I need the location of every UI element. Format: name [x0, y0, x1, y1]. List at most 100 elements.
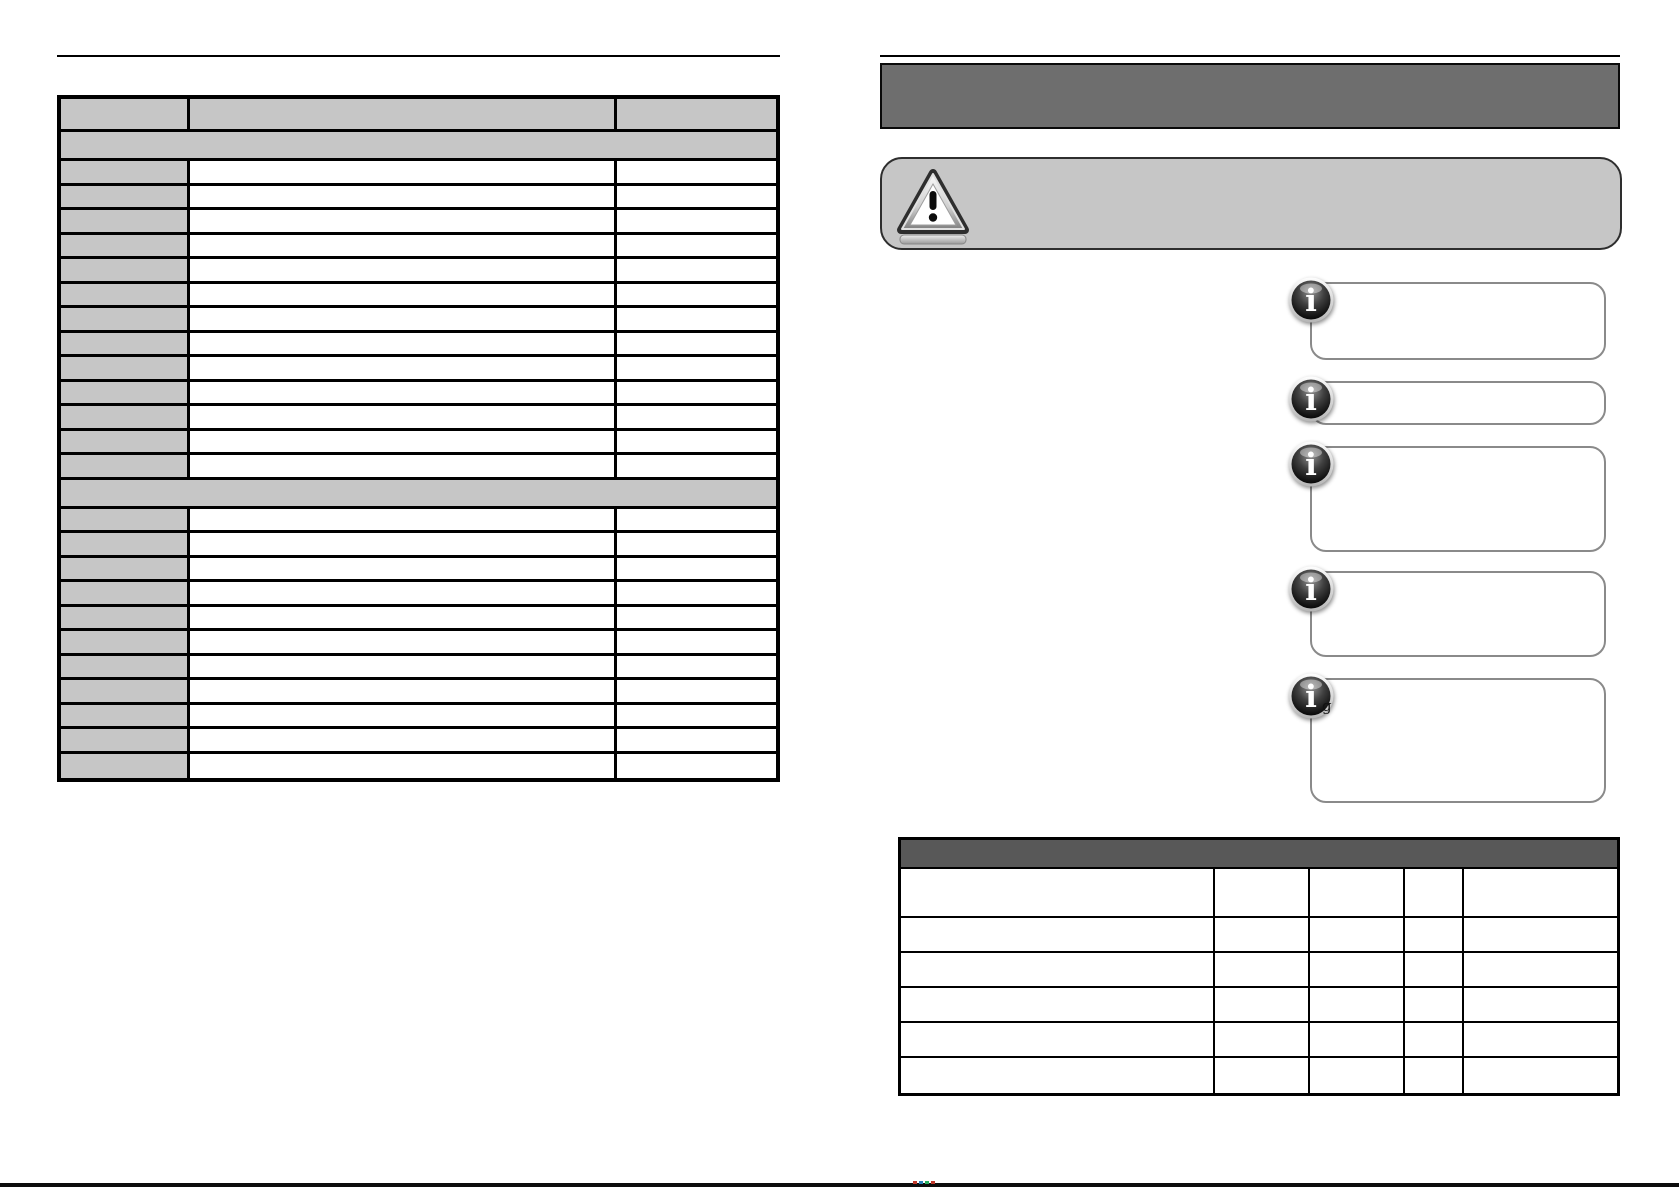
table-cell	[190, 283, 617, 305]
table-cell	[1464, 988, 1617, 1021]
page-number-mark	[919, 1181, 923, 1184]
table-cell	[1310, 1058, 1405, 1093]
table-cell	[1310, 988, 1405, 1021]
table-cell	[190, 680, 617, 702]
table-cell	[1464, 869, 1617, 916]
table-row	[61, 210, 776, 235]
page-number-mark	[925, 1181, 929, 1184]
table-cell	[901, 953, 1215, 986]
header-cell	[617, 99, 776, 129]
table-cell	[901, 1058, 1215, 1093]
table-cell	[61, 655, 190, 677]
table-cell	[617, 210, 776, 232]
section-band	[61, 479, 776, 509]
table-cell	[617, 729, 776, 751]
table-cell	[61, 582, 190, 604]
table-header-row	[61, 99, 776, 132]
table-cell	[901, 869, 1215, 916]
table-cell	[617, 631, 776, 653]
warning-box	[880, 157, 1622, 250]
info-callout: i	[1288, 376, 1606, 425]
table-cell	[1405, 1058, 1464, 1093]
info-icon: i	[1288, 277, 1334, 323]
table-row	[61, 631, 776, 656]
table-cell	[617, 259, 776, 281]
table-cell	[61, 283, 190, 305]
table-cell	[190, 357, 617, 379]
table-row	[61, 508, 776, 533]
table-cell	[617, 680, 776, 702]
page-bottom-rule	[0, 1183, 1679, 1187]
table-cell	[190, 606, 617, 628]
table-cell	[61, 729, 190, 751]
table-row	[61, 357, 776, 382]
table-cell	[61, 161, 190, 183]
table-row	[61, 455, 776, 480]
callout-text: g	[1322, 697, 1332, 715]
table-cell	[61, 185, 190, 207]
table-row	[901, 869, 1617, 918]
table-cell	[617, 406, 776, 428]
info-icon: i	[1288, 376, 1334, 422]
header-rule-right	[880, 55, 1620, 57]
table-cell	[1310, 953, 1405, 986]
table-cell	[190, 655, 617, 677]
table-row	[61, 185, 776, 210]
table-cell	[617, 753, 776, 778]
table-cell	[190, 381, 617, 403]
table-cell	[901, 918, 1215, 951]
page-number-marks	[913, 1181, 935, 1184]
table-row	[901, 1023, 1617, 1058]
table-cell	[617, 582, 776, 604]
table-row	[61, 655, 776, 680]
table-cell	[1215, 918, 1310, 951]
table-row	[61, 234, 776, 259]
table-cell	[1215, 953, 1310, 986]
callout-box	[1310, 678, 1606, 803]
table-cell	[617, 283, 776, 305]
table-cell	[61, 508, 190, 530]
table-cell	[617, 606, 776, 628]
table-row	[61, 259, 776, 284]
table-cell	[190, 753, 617, 778]
table-cell	[1405, 1023, 1464, 1056]
table-cell	[617, 381, 776, 403]
table-cell	[617, 557, 776, 579]
table-cell	[190, 508, 617, 530]
table-cell	[1464, 953, 1617, 986]
table-cell	[190, 582, 617, 604]
table-row	[61, 406, 776, 431]
table-row	[61, 430, 776, 455]
table-cell	[190, 406, 617, 428]
table-row	[61, 582, 776, 607]
table-cell	[617, 161, 776, 183]
table-row	[61, 283, 776, 308]
table-cell	[61, 631, 190, 653]
svg-text:i: i	[1305, 447, 1317, 483]
section-title-bar	[880, 63, 1620, 129]
table-row	[901, 988, 1617, 1023]
info-icon: i	[1288, 441, 1334, 487]
table-cell	[617, 704, 776, 726]
table-cell	[61, 357, 190, 379]
table-cell	[1215, 1058, 1310, 1093]
callout-box	[1310, 282, 1606, 360]
table-row	[901, 918, 1617, 953]
header-cell	[61, 99, 190, 129]
table-cell	[1464, 1058, 1617, 1093]
table-cell	[1464, 1023, 1617, 1056]
left-data-table	[57, 95, 780, 782]
table-header-bar	[901, 840, 1617, 869]
table-row	[61, 729, 776, 754]
table-cell	[190, 210, 617, 232]
info-icon: i	[1288, 673, 1334, 719]
table-cell	[61, 259, 190, 281]
table-cell	[190, 729, 617, 751]
table-cell	[61, 557, 190, 579]
table-row	[61, 606, 776, 631]
table-cell	[61, 704, 190, 726]
header-rule-left	[57, 55, 780, 57]
table-row	[61, 381, 776, 406]
callout-box	[1310, 381, 1606, 425]
